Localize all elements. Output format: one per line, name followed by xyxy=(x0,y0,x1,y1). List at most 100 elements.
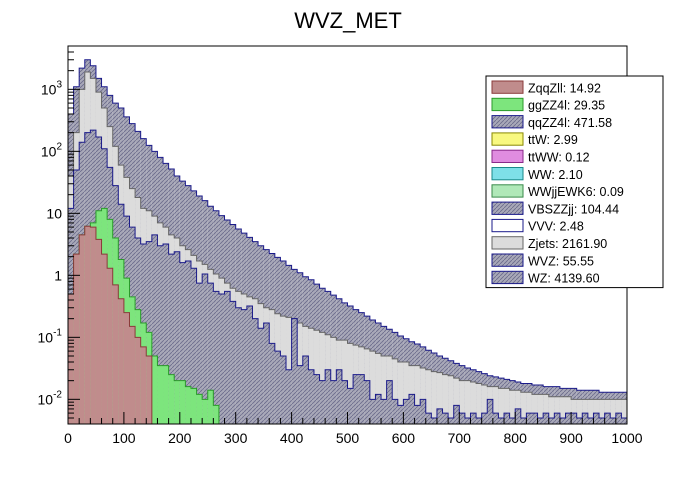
histogram-bar xyxy=(403,399,409,424)
histogram-bar xyxy=(576,417,583,424)
legend-label: VBSZZjj: 104.44 xyxy=(528,202,619,216)
histogram-bar xyxy=(258,328,264,424)
histogram-bar xyxy=(381,399,387,424)
histogram-bar xyxy=(291,318,298,424)
x-tick-label: 0 xyxy=(64,430,72,446)
histogram-bar xyxy=(448,417,454,424)
histogram-bar xyxy=(302,355,309,424)
histogram-bar xyxy=(448,375,454,424)
histogram-bar xyxy=(414,405,421,424)
legend-swatch xyxy=(491,80,524,94)
legend-label: WWjjEWK6: 0.09 xyxy=(528,185,624,199)
histogram-bar xyxy=(213,405,219,424)
histogram-bar xyxy=(504,413,510,424)
histogram-bar xyxy=(168,374,175,424)
histogram-bar xyxy=(196,394,203,424)
legend-entry: VVV: 2.48 xyxy=(491,218,584,234)
y-tick-label: 1 xyxy=(54,267,62,283)
histogram-bar xyxy=(520,392,527,424)
histogram-bar xyxy=(476,383,482,424)
histogram-bar xyxy=(408,394,415,424)
histogram-bar xyxy=(481,413,488,424)
histogram-bar xyxy=(414,365,421,424)
histogram-bar xyxy=(515,390,521,424)
legend-label: ggZZ4l: 29.35 xyxy=(528,99,605,113)
x-tick-label: 900 xyxy=(559,430,583,446)
histogram-bar xyxy=(190,268,197,424)
histogram-bar xyxy=(470,413,477,424)
histogram-bar xyxy=(168,254,175,424)
y-tick-label: 10-2 xyxy=(38,389,63,407)
histogram-bar xyxy=(509,417,516,424)
histogram-bar xyxy=(185,386,191,424)
legend-label: WVZ: 55.55 xyxy=(528,254,594,268)
histogram-bar xyxy=(543,413,549,424)
legend-entry: WW: 2.10 xyxy=(491,167,583,182)
x-tick-label: 500 xyxy=(336,430,360,446)
legend-swatch xyxy=(491,201,524,215)
histogram-bar xyxy=(202,274,208,424)
histogram-bar xyxy=(576,399,583,424)
histogram-bar xyxy=(464,417,471,424)
histogram-bar xyxy=(325,369,331,424)
histogram-bar xyxy=(604,399,611,424)
histogram-bar xyxy=(336,369,342,424)
histogram-bar xyxy=(599,417,605,424)
histogram-bar xyxy=(101,254,108,424)
y-tick-label: 103 xyxy=(41,79,63,97)
histogram-bar xyxy=(492,386,499,424)
histogram-bar xyxy=(610,417,616,424)
histogram-bar xyxy=(425,413,432,424)
legend: ZqqZll: 14.92 ggZZ4l: 29.35 qqZZ4l: 471.58… xyxy=(485,75,664,289)
histogram-bar xyxy=(537,394,544,424)
legend-label: ZqqZll: 14.92 xyxy=(528,81,601,95)
histogram-bar xyxy=(129,326,136,424)
histogram-bar xyxy=(531,394,538,424)
y-tick-label: 10-1 xyxy=(38,327,63,345)
series-outline xyxy=(67,129,628,424)
x-tick-label: 200 xyxy=(168,430,192,446)
histogram-bar xyxy=(157,245,164,424)
histogram-bar xyxy=(347,388,354,424)
legend-entry: Zjets: 2161.90 xyxy=(491,236,607,251)
histogram-bar xyxy=(179,262,186,424)
legend-entry: WWjjEWK6: 0.09 xyxy=(491,184,624,199)
histogram-bar xyxy=(498,417,505,424)
chart-title: WVZ_MET xyxy=(294,8,402,33)
histogram-bar xyxy=(470,382,477,424)
legend-swatch xyxy=(491,218,524,233)
histogram-bar xyxy=(615,413,622,424)
histogram-bar xyxy=(571,399,577,424)
histogram-bar xyxy=(263,323,270,424)
legend-swatch xyxy=(491,115,524,129)
histogram-bar xyxy=(386,380,393,424)
x-tick-label: 700 xyxy=(448,430,472,446)
legend-label: VVV: 2.48 xyxy=(528,220,584,234)
histogram-bar xyxy=(425,369,432,424)
histogram-bar xyxy=(286,369,292,424)
legend-entry: qqZZ4l: 471.58 xyxy=(491,115,612,130)
histogram-bar xyxy=(375,353,382,424)
histogram-bar xyxy=(548,417,555,424)
histogram-bar xyxy=(246,306,253,424)
x-tick-label: 300 xyxy=(224,430,248,446)
histogram-bar xyxy=(230,301,236,424)
histogram-bar xyxy=(543,394,549,424)
histogram-bar xyxy=(280,355,287,424)
histogram-bar xyxy=(610,399,616,424)
legend-swatch xyxy=(491,184,524,198)
legend-swatch xyxy=(491,97,524,112)
histogram-bar xyxy=(174,251,180,424)
histogram-bar xyxy=(593,399,600,424)
legend-entry: ZqqZll: 14.92 xyxy=(491,80,601,95)
legend-swatch xyxy=(491,270,524,285)
histogram-bar xyxy=(436,372,443,424)
legend-swatch xyxy=(491,167,524,181)
histogram-bar xyxy=(163,365,169,424)
histogram-bar xyxy=(95,239,102,424)
histogram-bar xyxy=(84,226,91,424)
histogram-bar xyxy=(369,351,376,424)
histogram-bar xyxy=(559,396,566,424)
